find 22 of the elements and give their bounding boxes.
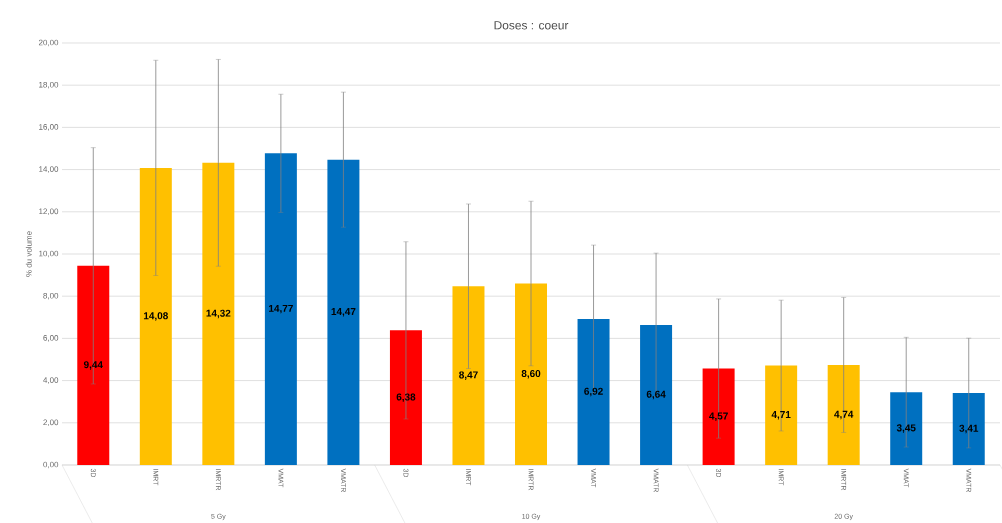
bar xyxy=(327,159,360,465)
chart-title: Doses : coeur xyxy=(494,21,569,30)
data-label: 14,47 xyxy=(331,308,356,317)
bar xyxy=(202,162,235,465)
data-label: 14,77 xyxy=(269,304,293,314)
data-label: 8,47 xyxy=(459,371,478,380)
data-label: 4,57 xyxy=(709,412,728,421)
bar xyxy=(452,286,485,465)
data-label: 3,41 xyxy=(959,424,979,434)
data-label: 6,64 xyxy=(646,390,666,400)
data-label: 14,32 xyxy=(206,309,231,319)
data-label: 4,71 xyxy=(771,411,791,420)
data-label: 9,44 xyxy=(83,361,103,370)
data-label: 8,60 xyxy=(521,370,541,379)
data-label: 3,45 xyxy=(896,424,916,433)
bar xyxy=(515,283,548,465)
bar xyxy=(139,167,172,465)
data-label: 6,38 xyxy=(396,393,416,402)
bar xyxy=(264,153,297,465)
data-label: 4,74 xyxy=(834,410,854,420)
data-label: 14,08 xyxy=(143,312,168,321)
data-label: 6,92 xyxy=(584,387,603,397)
